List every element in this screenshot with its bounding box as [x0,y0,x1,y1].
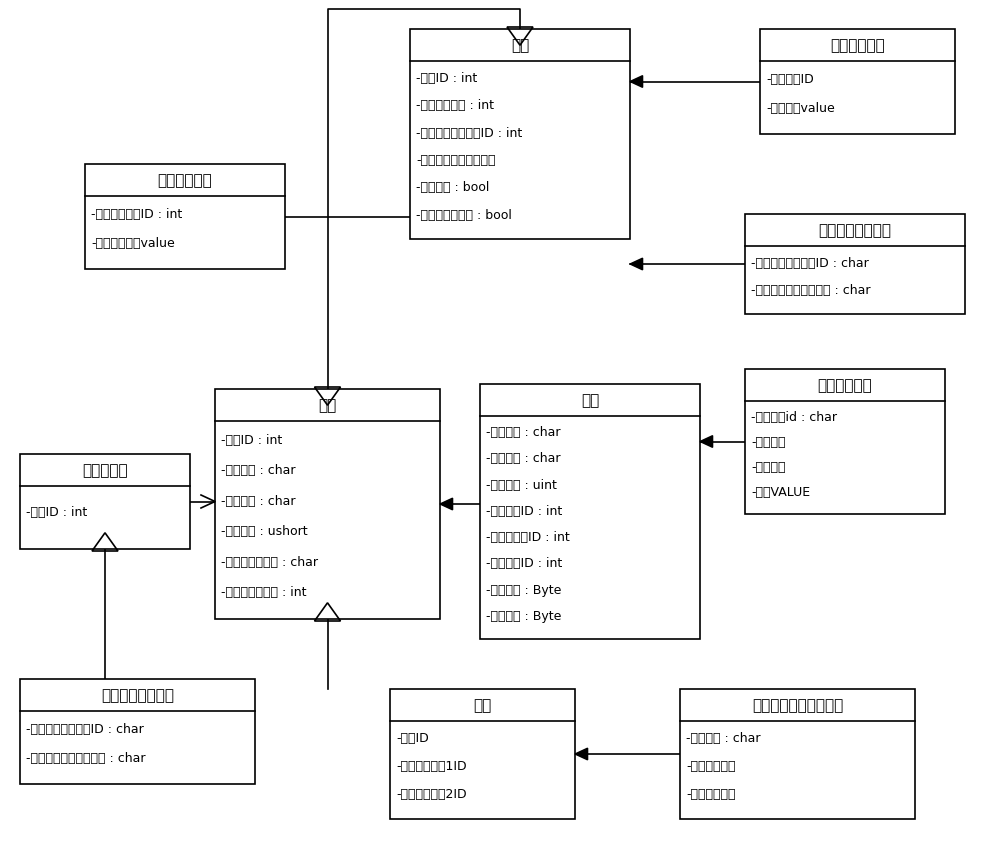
Text: -行车路径编号 : int: -行车路径编号 : int [416,99,494,112]
Bar [85,164,285,270]
Text: 反向寻车路径: 反向寻车路径 [158,173,212,188]
Text: -车牌号码 : char: -车牌号码 : char [686,731,761,745]
Polygon shape [630,259,643,271]
Text: -行驶路径ID: -行驶路径ID [766,73,814,86]
Text: -车主姓名 : char: -车主姓名 : char [486,452,560,465]
Text: -行驶路径value: -行驶路径value [766,102,835,115]
Text: -车牌号码 : char: -车牌号码 : char [486,426,560,439]
Text: -车位超声波探测器ID : int: -车位超声波探测器ID : int [416,127,522,140]
Text: -是否可用 : bool: -是否可用 : bool [416,181,489,194]
Bar [745,370,945,515]
Polygon shape [700,436,713,448]
Text: -车位ID : int: -车位ID : int [416,72,477,85]
Text: -道路超声波探测器ID : char: -道路超声波探测器ID : char [26,722,144,735]
Text: 道路超声波探测器: 道路超声波探测器 [101,688,174,703]
Text: -道路超声波探测器位置 : char: -道路超声波探测器位置 : char [26,751,146,764]
Text: -车位超声波探测器位置 : char: -车位超声波探测器位置 : char [751,284,870,296]
Text: -反向寻车路径ID : int: -反向寻车路径ID : int [91,208,182,221]
Text: -路径VALUE: -路径VALUE [751,486,810,498]
Text: -是否是固定车位 : bool: -是否是固定车位 : bool [416,209,512,222]
Polygon shape [575,748,588,760]
Text: -路口ID : int: -路口ID : int [26,505,87,518]
Bar [215,389,440,619]
Text: -预分配车位ID : int: -预分配车位ID : int [486,531,570,544]
Bar [680,689,915,819]
Bar [390,689,575,819]
Bar [410,30,630,239]
Bar [745,215,965,314]
Bar [20,454,190,550]
Text: -超声波探测器2ID: -超声波探测器2ID [396,787,467,800]
Text: 固定行驶路径: 固定行驶路径 [830,38,885,54]
Text: 道路交叉口: 道路交叉口 [82,463,128,478]
Bar [20,679,255,784]
Text: -超声波探测器1ID: -超声波探测器1ID [396,759,467,773]
Bar [480,384,700,639]
Text: 道路: 道路 [473,698,492,712]
Text: -历史路径id : char: -历史路径id : char [751,410,837,423]
Text: -驶入道路时间: -驶入道路时间 [686,759,736,773]
Text: -开始时间: -开始时间 [751,435,786,448]
Text: -车库联系人电话 : int: -车库联系人电话 : int [221,585,306,598]
Text: -车主电话 : uint: -车主电话 : uint [486,478,557,491]
Text: -结束时间: -结束时间 [751,460,786,473]
Text: -车库ID : int: -车库ID : int [221,434,282,446]
Text: 车库: 车库 [318,398,337,413]
Polygon shape [630,77,643,89]
Text: -车位超声波探测器位置: -车位超声波探测器位置 [416,154,496,167]
Text: 道路动态实时行车情况: 道路动态实时行车情况 [752,698,843,712]
Text: 历史行车路径: 历史行车路径 [818,378,872,393]
Text: -车库名称 : char: -车库名称 : char [221,463,296,476]
Text: -道路ID: -道路ID [396,731,429,745]
Text: -车库层数 : ushort: -车库层数 : ushort [221,525,308,538]
Text: -固定车位ID : int: -固定车位ID : int [486,504,562,517]
Text: -入库时间 : Byte: -入库时间 : Byte [486,583,561,596]
Bar [760,30,955,135]
Polygon shape [440,498,453,510]
Text: -车位超声波探测器ID : char: -车位超声波探测器ID : char [751,256,869,269]
Text: -驶出道路时间: -驶出道路时间 [686,787,736,800]
Text: -车库联系人姓名 : char: -车库联系人姓名 : char [221,555,318,568]
Text: 车位超声波探测器: 车位超声波探测器 [818,223,892,239]
Text: -反向寻车路径value: -反向寻车路径value [91,237,175,250]
Text: 车辆: 车辆 [581,393,599,408]
Text: -出库时间 : Byte: -出库时间 : Byte [486,609,561,622]
Text: 车位: 车位 [511,38,529,54]
Text: -车库地址 : char: -车库地址 : char [221,494,296,507]
Text: -停车车位ID : int: -停车车位ID : int [486,556,562,570]
